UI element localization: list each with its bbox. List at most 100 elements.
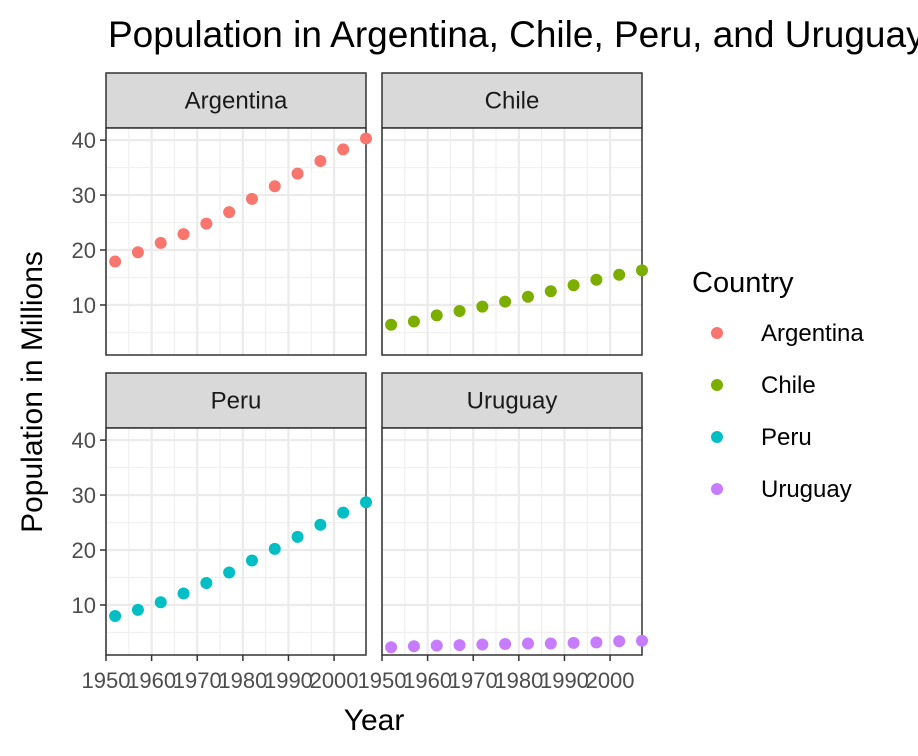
panel-background-chile (382, 128, 642, 355)
legend-label-chile: Chile (761, 372, 816, 399)
x-axis-title: Year (344, 704, 405, 737)
facet-strip-label-chile: Chile (485, 88, 540, 115)
data-point-peru (131, 603, 144, 616)
legend-title: Country (692, 267, 794, 299)
data-point-peru (109, 609, 122, 622)
data-point-chile (499, 295, 512, 308)
y-tick-label: 10 (72, 293, 96, 318)
legend-label-uruguay: Uruguay (761, 476, 852, 503)
data-point-peru (360, 496, 372, 509)
data-point-argentina (245, 192, 258, 205)
x-tick-label: 2000 (310, 668, 359, 693)
data-point-argentina (154, 236, 167, 249)
facet-panel-argentina: Argentina 10 20 30 40 (72, 72, 372, 356)
facet-panels: Argentina10203040ChilePeru10203040195019… (72, 72, 648, 693)
chart-title: Population in Argentina, Chile, Peru, an… (108, 14, 918, 55)
legend-label-argentina: Argentina (761, 320, 864, 347)
x-tick-label: 1950 (358, 668, 407, 693)
x-tick-label: 1990 (264, 668, 313, 693)
y-tick-label: 40 (72, 128, 96, 153)
data-point-peru (154, 596, 167, 609)
data-point-chile (636, 264, 648, 277)
y-tick-label: 20 (72, 538, 96, 563)
data-point-chile (567, 279, 580, 292)
data-point-uruguay (521, 637, 534, 650)
data-point-argentina (268, 180, 281, 193)
x-tick-label: 1980 (218, 668, 267, 693)
data-point-uruguay (453, 639, 466, 652)
data-point-chile (544, 285, 557, 298)
facet-strip-label-uruguay: Uruguay (467, 388, 558, 415)
x-tick-label: 1960 (403, 668, 452, 693)
data-point-argentina (131, 246, 144, 259)
x-tick-label: 1990 (540, 668, 589, 693)
data-point-argentina (223, 206, 236, 219)
data-point-uruguay (567, 636, 580, 649)
data-point-uruguay (430, 639, 443, 652)
data-point-chile (613, 268, 626, 281)
data-point-chile (521, 290, 534, 303)
legend-key-chile (711, 379, 723, 391)
data-point-uruguay (407, 640, 420, 653)
y-tick-label: 40 (72, 428, 96, 453)
x-tick-label: 1970 (449, 668, 498, 693)
y-tick-label: 30 (72, 183, 96, 208)
data-point-chile (590, 273, 603, 286)
panel-border-chile (381, 127, 643, 356)
y-tick-label: 20 (72, 238, 96, 263)
legend-key-argentina (711, 327, 723, 339)
x-tick-label: 1960 (127, 668, 176, 693)
data-point-chile (407, 315, 420, 328)
data-point-peru (223, 566, 236, 579)
panel-background-uruguay (382, 428, 642, 655)
data-point-chile (430, 309, 443, 322)
x-tick-label: 1980 (494, 668, 543, 693)
y-axis-title: Population in Millions (16, 251, 49, 533)
panel-border-argentina (105, 127, 367, 356)
data-point-argentina (200, 217, 213, 230)
legend-key-uruguay (711, 483, 723, 495)
data-point-argentina (314, 154, 327, 167)
data-point-argentina (177, 228, 190, 241)
data-point-argentina (291, 167, 304, 180)
x-tick-label: 1970 (173, 668, 222, 693)
data-point-peru (314, 518, 327, 531)
legend-label-peru: Peru (761, 424, 812, 451)
facet-strip-label-argentina: Argentina (185, 88, 288, 115)
data-point-chile (385, 318, 398, 331)
data-point-uruguay (613, 635, 626, 648)
facet-strip-uruguay (381, 372, 643, 429)
data-point-peru (291, 530, 304, 543)
data-point-peru (200, 576, 213, 589)
panel-border-uruguay (381, 427, 643, 656)
panel-background-peru (106, 428, 366, 655)
data-point-uruguay (499, 638, 512, 651)
facet-strip-label-peru: Peru (211, 388, 262, 415)
data-point-uruguay (476, 638, 489, 651)
data-point-peru (245, 554, 258, 567)
data-point-argentina (360, 132, 372, 145)
facet-strip-argentina (105, 72, 367, 129)
legend-key-peru (711, 431, 723, 443)
data-point-uruguay (385, 641, 398, 654)
panel-background-argentina (106, 128, 366, 355)
panel-border-peru (105, 427, 367, 656)
facet-panel-chile: Chile (380, 72, 648, 356)
data-point-argentina (109, 255, 122, 268)
data-point-uruguay (544, 637, 557, 650)
facet-strip-peru (105, 372, 367, 429)
data-point-chile (476, 300, 489, 313)
data-point-argentina (337, 143, 350, 156)
y-tick-label: 30 (72, 483, 96, 508)
data-point-peru (268, 542, 281, 555)
data-point-peru (337, 506, 350, 519)
data-point-uruguay (636, 634, 648, 647)
legend: Country Argentina Chile Peru Uruguay (692, 267, 864, 503)
data-point-uruguay (590, 636, 603, 649)
y-tick-label: 10 (72, 593, 96, 618)
facet-strip-chile (381, 72, 643, 129)
